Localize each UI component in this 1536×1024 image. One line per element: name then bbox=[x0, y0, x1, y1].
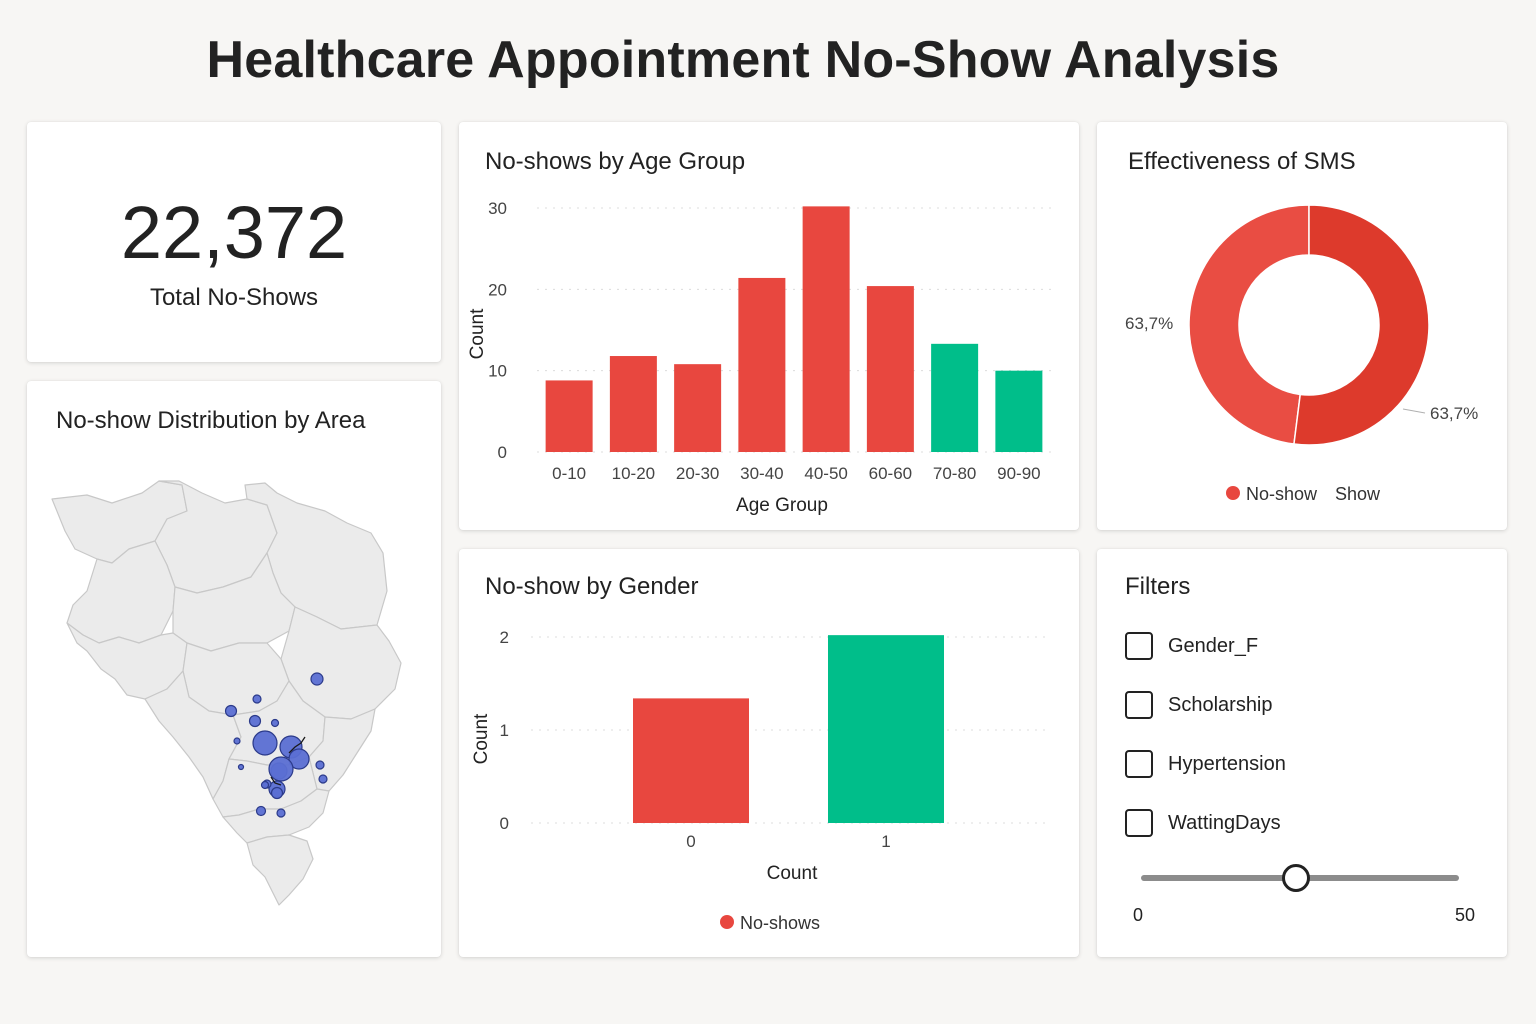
filters-card: Filters Gender_F Scholarship Hypertensio… bbox=[1097, 549, 1507, 957]
y-tick-label: 10 bbox=[488, 362, 507, 381]
y-tick-label: 1 bbox=[500, 721, 509, 740]
y-tick-label: 20 bbox=[488, 280, 507, 299]
sms-chart-title: Effectiveness of SMS bbox=[1128, 148, 1356, 175]
map-bubble bbox=[276, 808, 286, 818]
scholarship-checkbox[interactable] bbox=[1125, 691, 1153, 719]
slider-min-label: 0 bbox=[1133, 905, 1144, 925]
sms-chart-card: Effectiveness of SMS 63,7% 63,7% No-show Sh… bbox=[1097, 122, 1507, 530]
legend-marker bbox=[720, 915, 734, 929]
x-tick-label: 70-80 bbox=[933, 464, 976, 483]
kpi-label: Total No-Shows bbox=[149, 284, 319, 311]
map-route bbox=[270, 776, 282, 786]
map-bubble bbox=[252, 730, 278, 756]
age-bar[interactable] bbox=[674, 364, 722, 452]
map-bubble bbox=[252, 694, 262, 704]
filter-label: WattingDays bbox=[1168, 811, 1281, 834]
filter-hypertension[interactable]: Hypertension bbox=[1125, 747, 1286, 781]
map-bubble bbox=[237, 763, 245, 771]
y-axis-title: Count bbox=[471, 713, 492, 764]
map-title: No-show Distribution by Area bbox=[56, 407, 366, 434]
map-bubble bbox=[233, 737, 241, 745]
x-tick-label: 60-60 bbox=[869, 464, 912, 483]
legend-marker bbox=[1226, 486, 1240, 500]
age-bar[interactable] bbox=[995, 370, 1043, 452]
x-axis-title: Age Group bbox=[736, 495, 828, 516]
filter-label: Scholarship bbox=[1168, 693, 1273, 716]
page-title: Healthcare Appointment No-Show Analysis bbox=[206, 31, 1280, 89]
age-chart-title: No-shows by Age Group bbox=[485, 148, 746, 175]
donut-leader-line bbox=[1402, 408, 1426, 414]
y-tick-label: 0 bbox=[500, 814, 509, 833]
x-tick-label: 10-20 bbox=[612, 464, 655, 483]
donut-data-label: 63,7% bbox=[1125, 314, 1173, 333]
map-bubble bbox=[224, 704, 238, 718]
filters-title: Filters bbox=[1125, 573, 1191, 600]
y-axis-title: Count bbox=[467, 308, 488, 359]
watting-days-checkbox[interactable] bbox=[1125, 809, 1153, 837]
gender-f-checkbox[interactable] bbox=[1125, 632, 1153, 660]
y-tick-label: 0 bbox=[498, 443, 507, 462]
map-bubble bbox=[318, 774, 328, 784]
x-tick-label: 1 bbox=[881, 832, 890, 851]
kpi-value: 22,372 bbox=[120, 191, 348, 274]
age-chart-card: No-shows by Age Group 0 10 20 30 0-10 10-20 20… bbox=[459, 122, 1079, 530]
gender-chart-title: No-show by Gender bbox=[485, 573, 699, 600]
filter-label: Gender_F bbox=[1168, 634, 1259, 657]
filter-watting-days[interactable]: WattingDays bbox=[1125, 806, 1281, 840]
kpi-card: 22,372 Total No-Shows bbox=[27, 122, 441, 362]
gender-bar-chart[interactable]: 0 1 2 0 1 Count Count No-shows bbox=[459, 549, 1079, 957]
map-region bbox=[246, 834, 314, 906]
donut-data-label: 63,7% bbox=[1430, 404, 1478, 423]
waiting-days-slider-handle[interactable] bbox=[1282, 864, 1310, 892]
filter-label: Hypertension bbox=[1168, 752, 1286, 775]
sms-donut-chart[interactable]: 63,7% 63,7% No-show Show bbox=[1097, 122, 1507, 530]
y-tick-label: 30 bbox=[488, 199, 507, 218]
donut-slice[interactable] bbox=[1293, 204, 1430, 446]
gender-bar[interactable] bbox=[828, 635, 944, 823]
x-tick-label: 0 bbox=[686, 832, 695, 851]
age-bar[interactable] bbox=[738, 277, 786, 452]
x-tick-label: 40-50 bbox=[804, 464, 847, 483]
age-bar[interactable] bbox=[802, 206, 850, 452]
y-tick-label: 2 bbox=[500, 628, 509, 647]
map-bubble bbox=[270, 786, 284, 800]
x-tick-label: 30-40 bbox=[740, 464, 783, 483]
map-bubble bbox=[255, 805, 267, 817]
x-tick-label: 20-30 bbox=[676, 464, 719, 483]
area-map[interactable] bbox=[27, 381, 441, 957]
map-bubble bbox=[260, 780, 270, 790]
age-bar[interactable] bbox=[931, 343, 979, 452]
legend-label: Show bbox=[1335, 484, 1381, 504]
map-bubble bbox=[310, 672, 324, 686]
map-bubble bbox=[288, 748, 310, 770]
map-region bbox=[66, 540, 176, 644]
x-axis-title: Count bbox=[767, 863, 818, 884]
legend-label: No-shows bbox=[740, 913, 820, 933]
age-bar[interactable] bbox=[545, 380, 593, 452]
slider-max-label: 50 bbox=[1454, 905, 1475, 925]
x-tick-label: 90-90 bbox=[997, 464, 1040, 483]
filter-scholarship[interactable]: Scholarship bbox=[1125, 688, 1273, 722]
donut-slice[interactable] bbox=[1188, 204, 1310, 445]
map-region bbox=[308, 708, 376, 792]
age-bar[interactable] bbox=[609, 356, 657, 452]
x-tick-label: 0-10 bbox=[552, 464, 586, 483]
legend-label: No-show bbox=[1246, 484, 1318, 504]
age-bar-chart[interactable]: 0 10 20 30 0-10 10-20 20-30 30-40 40-50 60-60 70-8… bbox=[459, 122, 1079, 530]
filter-gender-f[interactable]: Gender_F bbox=[1125, 629, 1258, 663]
map-bubble bbox=[248, 714, 262, 728]
map-bubble bbox=[268, 756, 294, 782]
hypertension-checkbox[interactable] bbox=[1125, 750, 1153, 778]
age-bar[interactable] bbox=[866, 286, 914, 452]
gender-bar[interactable] bbox=[633, 698, 749, 823]
map-bubble bbox=[270, 718, 280, 728]
map-bubble bbox=[315, 760, 325, 770]
map-card: No-show Distribution by Area bbox=[27, 381, 441, 957]
gender-chart-card: No-show by Gender 0 1 2 0 1 Count Count No-show… bbox=[459, 549, 1079, 957]
map-route bbox=[288, 736, 306, 754]
